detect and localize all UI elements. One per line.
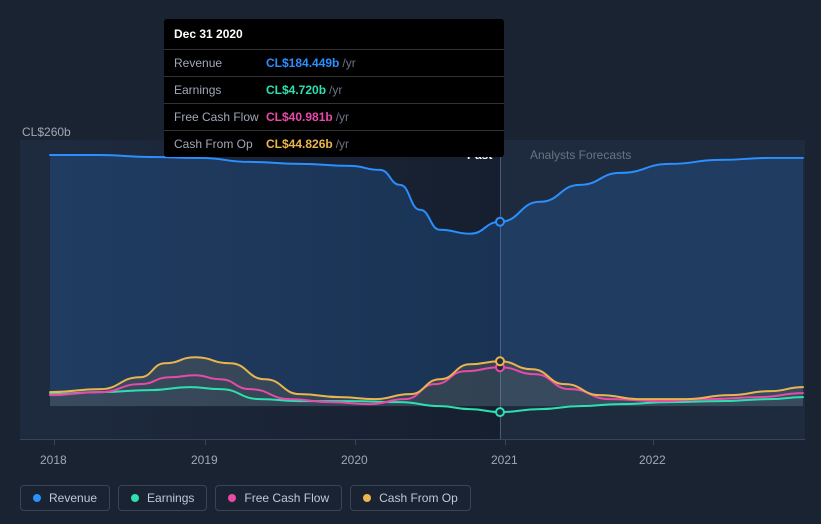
chart-tooltip: Dec 31 2020 RevenueCL$184.449b /yrEarnin…	[164, 19, 504, 157]
x-axis: 2018 2019 2020 2021 2022	[20, 445, 805, 465]
legend-label: Revenue	[49, 491, 97, 505]
legend-label: Cash From Op	[379, 491, 458, 505]
x-axis-label: 2022	[639, 453, 666, 467]
chart-area[interactable]	[20, 140, 805, 440]
tooltip-metric-value: CL$4.720b	[266, 83, 326, 97]
tooltip-suffix: /yr	[329, 83, 342, 97]
tooltip-metric-value: CL$184.449b	[266, 56, 339, 70]
legend-item[interactable]: Cash From Op	[350, 485, 471, 511]
tooltip-metric-value: CL$44.826b	[266, 137, 333, 151]
tooltip-metric-label: Cash From Op	[174, 137, 266, 151]
legend-item[interactable]: Free Cash Flow	[215, 485, 342, 511]
tooltip-suffix: /yr	[336, 110, 349, 124]
legend-dot-icon	[228, 494, 236, 502]
legend-label: Earnings	[147, 491, 194, 505]
tooltip-row: RevenueCL$184.449b /yr	[164, 50, 504, 77]
x-axis-label: 2019	[191, 453, 218, 467]
legend-item[interactable]: Revenue	[20, 485, 110, 511]
y-axis-label: CL$260b	[22, 125, 71, 139]
chart-svg	[20, 140, 805, 439]
tooltip-row: Cash From OpCL$44.826b /yr	[164, 131, 504, 157]
tooltip-metric-label: Earnings	[174, 83, 266, 97]
legend: Revenue Earnings Free Cash Flow Cash From O…	[20, 485, 471, 511]
legend-dot-icon	[33, 494, 41, 502]
legend-dot-icon	[363, 494, 371, 502]
x-axis-label: 2021	[491, 453, 518, 467]
x-axis-label: 2018	[40, 453, 67, 467]
tooltip-suffix: /yr	[336, 137, 349, 151]
legend-dot-icon	[131, 494, 139, 502]
x-axis-label: 2020	[341, 453, 368, 467]
tooltip-metric-label: Free Cash Flow	[174, 110, 266, 124]
legend-item[interactable]: Earnings	[118, 485, 207, 511]
tooltip-metric-value: CL$40.981b	[266, 110, 333, 124]
tooltip-row: Free Cash FlowCL$40.981b /yr	[164, 104, 504, 131]
tooltip-date: Dec 31 2020	[164, 19, 504, 50]
forecast-label: Analysts Forecasts	[530, 148, 631, 162]
tooltip-suffix: /yr	[342, 56, 355, 70]
legend-label: Free Cash Flow	[244, 491, 329, 505]
tooltip-row: EarningsCL$4.720b /yr	[164, 77, 504, 104]
tooltip-metric-label: Revenue	[174, 56, 266, 70]
